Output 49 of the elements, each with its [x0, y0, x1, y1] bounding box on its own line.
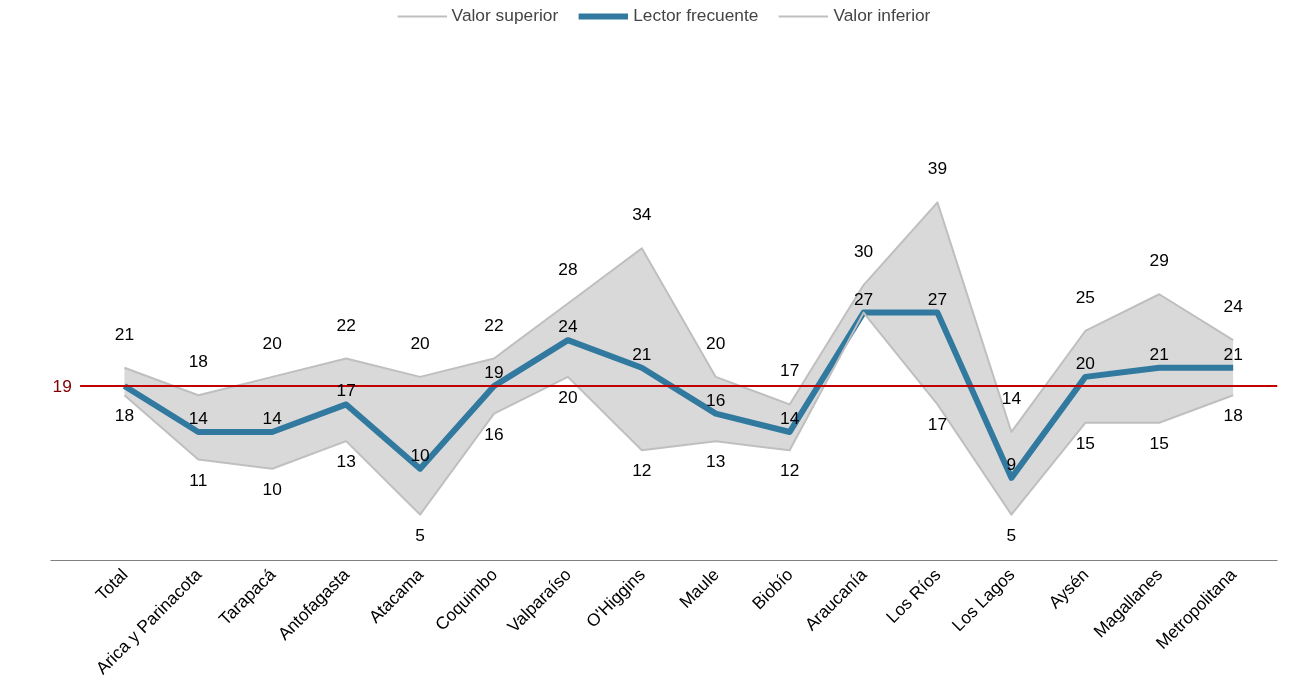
data-label: 11 — [189, 469, 208, 490]
data-label: 17 — [927, 414, 948, 435]
legend-label: Lector frecuente — [633, 5, 759, 26]
data-label: 20 — [558, 386, 578, 407]
data-label: 15 — [1075, 432, 1095, 453]
data-label: 28 — [558, 259, 578, 280]
data-label: 24 — [558, 316, 578, 337]
data-label: 27 — [853, 288, 874, 309]
data-label: 9 — [1006, 453, 1017, 474]
data-label: 17 — [780, 360, 800, 381]
data-label: 21 — [114, 323, 135, 344]
data-label: 16 — [706, 389, 726, 410]
data-label: 12 — [632, 460, 652, 481]
data-label: 15 — [1149, 432, 1169, 453]
data-label: 22 — [336, 314, 356, 335]
data-label: 16 — [484, 423, 504, 444]
data-label: 14 — [188, 407, 209, 428]
data-label: 19 — [484, 362, 504, 383]
data-label: 18 — [1223, 405, 1243, 426]
data-label: 12 — [780, 460, 800, 481]
data-label: 20 — [1075, 352, 1095, 373]
data-label: 21 — [1223, 343, 1243, 364]
data-label: 21 — [1149, 343, 1169, 364]
data-label: 21 — [632, 343, 652, 364]
data-label: 20 — [262, 332, 282, 353]
data-label: 25 — [1075, 286, 1095, 307]
data-label: 14 — [262, 407, 283, 428]
data-label: 14 — [1001, 387, 1022, 408]
ref-line-label: 19 — [52, 376, 72, 397]
data-label: 13 — [336, 451, 356, 472]
data-label: 20 — [706, 332, 726, 353]
data-label: 5 — [1006, 524, 1017, 545]
data-label: 27 — [927, 288, 948, 309]
data-label: 5 — [415, 524, 425, 545]
data-label: 30 — [853, 241, 874, 262]
data-label: 10 — [262, 478, 282, 499]
legend-label: Valor inferior — [833, 5, 931, 26]
data-label: 22 — [484, 314, 504, 335]
data-label: 10 — [410, 444, 430, 465]
x-tick-label: Los Ríos — [882, 564, 945, 627]
data-label: 13 — [706, 451, 726, 472]
data-label: 29 — [1149, 250, 1169, 271]
legend-label: Valor superior — [451, 5, 559, 26]
data-label: 39 — [927, 158, 948, 179]
data-label: 34 — [632, 204, 652, 225]
data-label: 20 — [410, 332, 430, 353]
data-label: 18 — [188, 351, 208, 372]
data-label: 18 — [114, 405, 135, 426]
data-label: 24 — [1223, 296, 1244, 317]
